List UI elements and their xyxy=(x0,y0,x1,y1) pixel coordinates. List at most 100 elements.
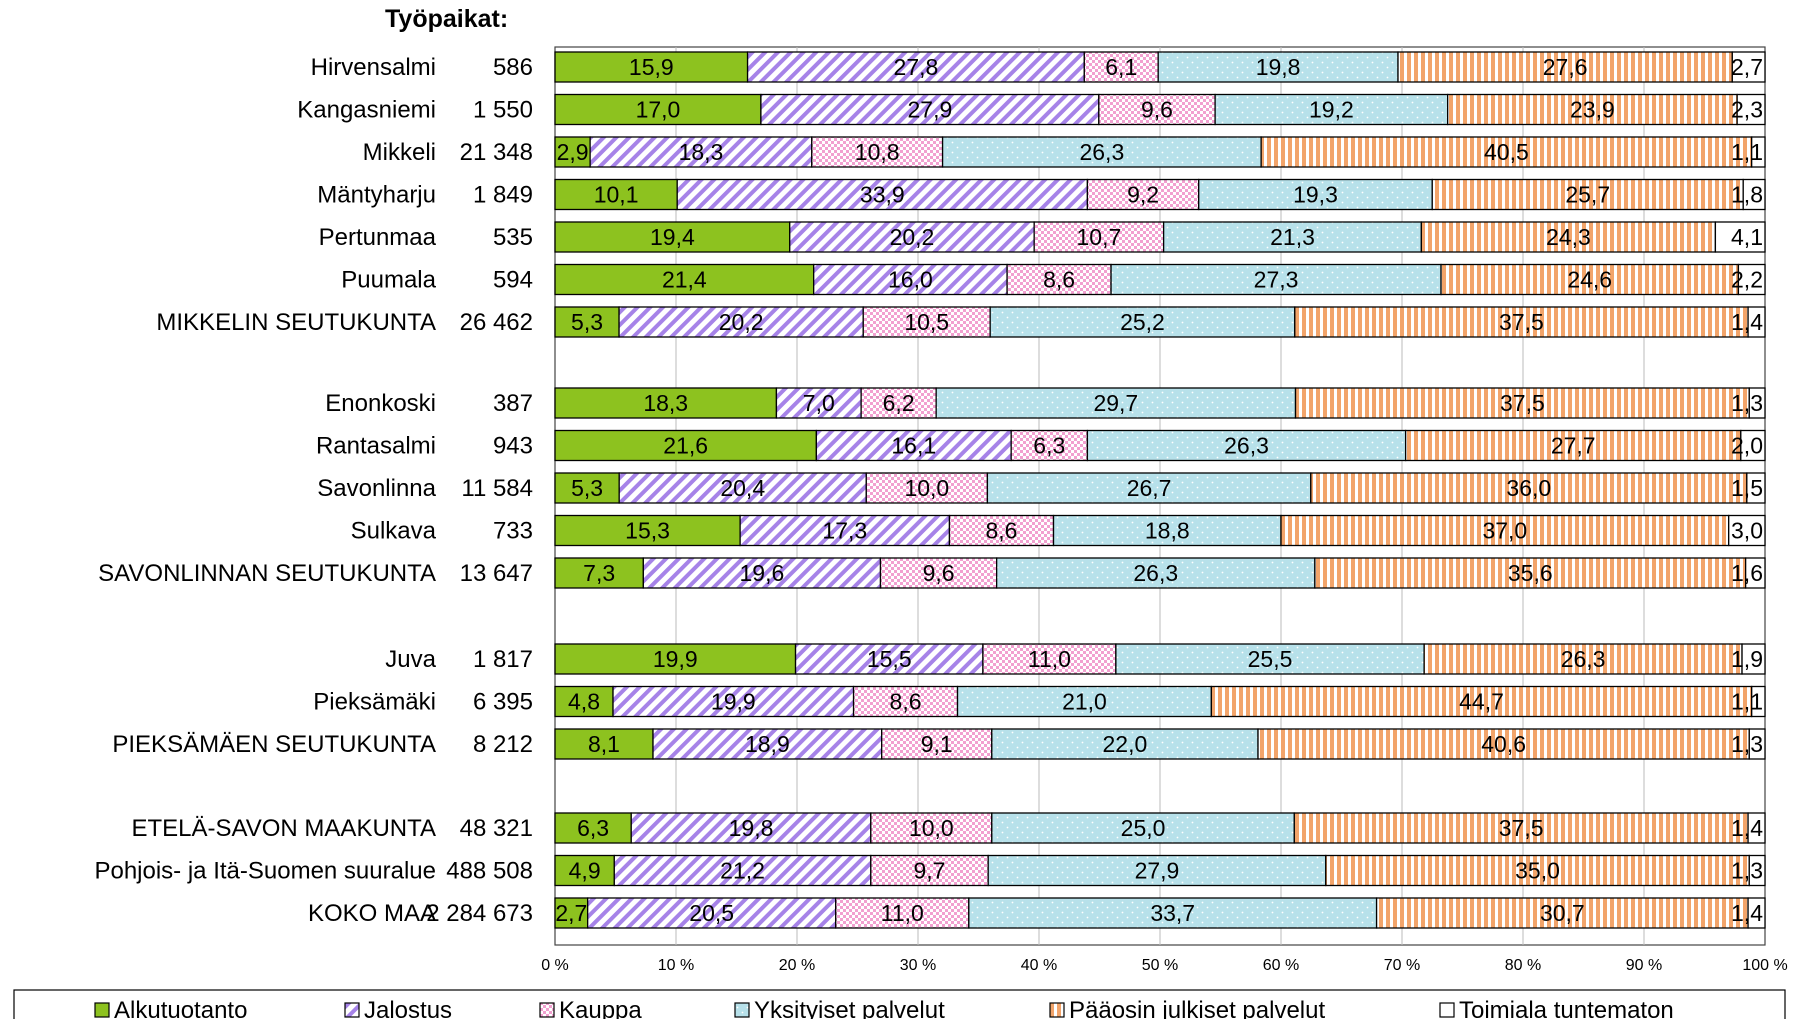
category-label: Savonlinna xyxy=(317,475,436,502)
data-label: 8,1 xyxy=(588,731,620,757)
bar-segment xyxy=(794,643,984,675)
data-label: 18,3 xyxy=(679,139,724,165)
category-label: PIEKSÄMÄEN SEUTUKUNTA xyxy=(112,731,436,758)
category-total: 6 395 xyxy=(473,689,533,716)
data-label: 27,6 xyxy=(1543,54,1588,80)
bar-segment xyxy=(1747,897,1766,929)
bar-segment xyxy=(554,263,815,296)
bar-segment xyxy=(1033,221,1165,253)
bar-segment xyxy=(587,897,837,929)
data-label: 8,6 xyxy=(1043,267,1075,293)
data-label: 21,4 xyxy=(662,267,707,293)
data-label: 8,6 xyxy=(890,689,922,715)
bar-segment xyxy=(835,897,970,929)
bar-segment xyxy=(676,178,1089,211)
data-label: 2,3 xyxy=(1731,97,1763,123)
category-label: Pieksämäki xyxy=(313,689,436,716)
category-label: ETELÄ-SAVON MAAKUNTA xyxy=(132,815,437,842)
bar-segment xyxy=(1280,514,1730,547)
bar-segment xyxy=(554,728,654,760)
bar-segment xyxy=(1751,136,1766,168)
data-label: 1,5 xyxy=(1731,475,1763,501)
data-label: 10,5 xyxy=(904,309,949,335)
data-label: 5,3 xyxy=(571,309,603,335)
data-label: 9,6 xyxy=(1141,97,1173,123)
data-label: 7,0 xyxy=(803,390,835,416)
bar-segment xyxy=(1052,514,1282,547)
data-label: 10,0 xyxy=(909,815,954,841)
data-label: 1,4 xyxy=(1731,900,1763,926)
data-label: 19,2 xyxy=(1309,97,1354,123)
category-total: 48 321 xyxy=(460,815,533,842)
bar-segment xyxy=(881,728,993,760)
data-label: 1,1 xyxy=(1731,139,1763,165)
data-label: 18,3 xyxy=(643,390,688,416)
legend: Alkutuotanto Jalostus Kauppa Yksityiset pal… xyxy=(94,997,1674,1019)
bar-segment xyxy=(1728,514,1766,547)
bar-segment xyxy=(1397,51,1733,83)
data-label: 19,8 xyxy=(1256,54,1301,80)
bar-segment xyxy=(554,387,778,419)
category-total: 13 647 xyxy=(460,560,533,587)
legend-swatch xyxy=(94,1002,110,1018)
data-label: 1,4 xyxy=(1731,309,1763,335)
x-tick-label: 100 % xyxy=(1742,957,1787,974)
data-label: 18,8 xyxy=(1145,518,1190,544)
data-label: 10,7 xyxy=(1077,224,1122,250)
category-label: Pertunmaa xyxy=(319,224,437,251)
category-label: KOKO MAA xyxy=(308,900,436,927)
bar-segment xyxy=(870,854,989,887)
bar-segment xyxy=(746,51,1085,83)
data-label: 37,5 xyxy=(1499,309,1544,335)
bar-segment xyxy=(1736,93,1766,126)
data-label: 19,3 xyxy=(1293,182,1338,208)
data-label: 1,6 xyxy=(1731,560,1763,586)
data-label: 9,6 xyxy=(923,560,955,586)
bar-segment xyxy=(739,514,951,547)
data-label: 1,8 xyxy=(1731,182,1763,208)
legend-swatch xyxy=(1049,1002,1065,1018)
bar-segment xyxy=(554,897,589,929)
x-tick-label: 20 % xyxy=(779,957,815,974)
legend-label: Toimiala tuntematon xyxy=(1459,997,1674,1019)
data-label: 4,8 xyxy=(568,689,600,715)
legend-swatch xyxy=(1439,1002,1455,1018)
data-label: 10,1 xyxy=(594,182,639,208)
data-label: 29,7 xyxy=(1093,390,1138,416)
bar-segment xyxy=(1741,643,1766,675)
bar-segment xyxy=(813,263,1008,296)
data-label: 10,8 xyxy=(855,139,900,165)
category-total: 26 462 xyxy=(460,309,533,336)
bar-segment xyxy=(987,854,1327,887)
data-label: 20,5 xyxy=(689,900,734,926)
category-total: 21 348 xyxy=(460,139,533,166)
data-label: 4,9 xyxy=(569,858,601,884)
data-label: 19,6 xyxy=(740,560,785,586)
bar-segment xyxy=(1083,51,1159,83)
row-labels: Hirvensalmi 586 Kangasniemi 1 550 Mikkeli 21 … xyxy=(94,54,533,927)
data-label: 11,0 xyxy=(1028,646,1071,672)
data-label: 19,9 xyxy=(653,646,698,672)
bar-segment xyxy=(1293,812,1749,844)
x-tick-label: 40 % xyxy=(1021,957,1057,974)
data-label: 7,3 xyxy=(583,560,615,586)
data-label: 15,5 xyxy=(867,646,912,672)
bar-segment xyxy=(1714,221,1766,253)
category-total: 943 xyxy=(493,433,533,460)
data-label: 25,0 xyxy=(1121,815,1166,841)
bar-segment xyxy=(1447,93,1738,126)
data-label: 19,8 xyxy=(729,815,774,841)
data-label: 6,1 xyxy=(1105,54,1137,80)
data-label: 16,1 xyxy=(891,433,936,459)
bar-segment xyxy=(613,854,872,887)
data-label: 16,0 xyxy=(888,267,933,293)
category-label: SAVONLINNAN SEUTUKUNTA xyxy=(98,560,436,587)
data-label: 40,5 xyxy=(1484,139,1529,165)
data-label: 25,5 xyxy=(1248,646,1293,672)
data-label: 21,2 xyxy=(720,858,765,884)
category-total: 535 xyxy=(493,224,533,251)
category-total: 1 550 xyxy=(473,97,533,124)
bar-segment xyxy=(956,685,1213,718)
category-label: Puumala xyxy=(341,267,436,294)
data-label: 20,2 xyxy=(890,224,935,250)
